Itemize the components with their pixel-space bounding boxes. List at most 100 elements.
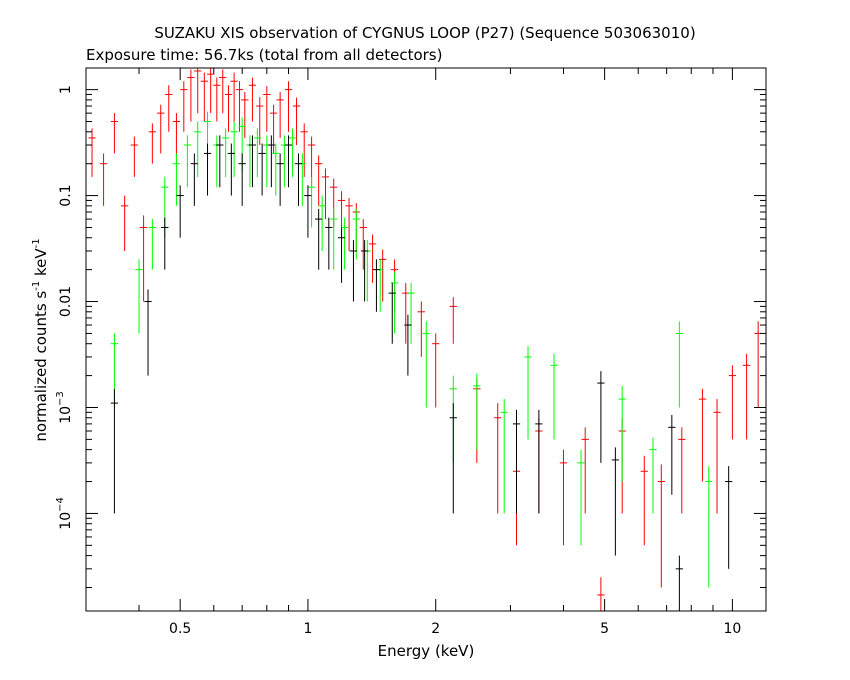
- y-tick-label: 1: [58, 85, 74, 94]
- data-point: [325, 217, 333, 270]
- y-tick-base: 10: [58, 512, 74, 530]
- data-point: [597, 577, 605, 611]
- data-point: [649, 437, 657, 514]
- data-point: [194, 121, 202, 177]
- data-point: [248, 135, 257, 188]
- x-tick-label: 2: [431, 621, 440, 637]
- data-point: [675, 321, 684, 408]
- data-point: [618, 385, 626, 482]
- data-point: [194, 68, 202, 114]
- data-point: [300, 123, 308, 177]
- data-point: [216, 135, 224, 188]
- y-tick-label: 0.01: [58, 286, 74, 317]
- data-point: [227, 143, 235, 196]
- y-tick-label: 10−4: [55, 497, 74, 530]
- data-point: [597, 371, 605, 463]
- y-tick-base: 10: [58, 406, 74, 424]
- data-point: [294, 153, 303, 206]
- data-point: [253, 128, 261, 177]
- data-point: [256, 97, 264, 146]
- data-point: [422, 321, 430, 408]
- x-tick-label: 0.5: [169, 621, 191, 637]
- data-point: [345, 197, 353, 251]
- data-point: [524, 346, 532, 440]
- data-point: [200, 72, 208, 122]
- data-point: [172, 153, 181, 206]
- data-point: [292, 97, 301, 146]
- data-point: [359, 219, 367, 270]
- y-axis-label-sup1: -1: [31, 281, 42, 291]
- data-point: [267, 135, 276, 188]
- data-point: [241, 91, 249, 138]
- data-point: [349, 240, 358, 302]
- y-axis-label-sup2: -1: [31, 238, 42, 248]
- data-point: [500, 399, 508, 514]
- data-point: [235, 81, 244, 132]
- data-point: [165, 85, 173, 132]
- data-point: [238, 153, 246, 206]
- data-point: [705, 466, 713, 588]
- data-point: [258, 143, 266, 196]
- data-point: [176, 185, 184, 238]
- y-tick-base: 0.01: [58, 286, 74, 317]
- data-point: [577, 449, 585, 546]
- data-point: [330, 208, 338, 270]
- data-point: [678, 427, 686, 514]
- data-point: [388, 282, 396, 344]
- data-point: [754, 321, 762, 408]
- y-tick-label: 10−3: [55, 391, 74, 424]
- x-tick-label: 10: [723, 621, 741, 637]
- data-point: [360, 240, 369, 302]
- data-point: [110, 113, 119, 154]
- data-point: [432, 333, 440, 408]
- data-point: [161, 217, 169, 270]
- data-point: [224, 85, 233, 132]
- data-point: [187, 69, 195, 122]
- y-axis-label-mid: keV: [32, 248, 50, 281]
- data-point: [698, 388, 707, 482]
- series-1: [110, 111, 713, 588]
- data-point: [110, 388, 119, 514]
- data-point: [368, 234, 377, 283]
- data-point: [230, 121, 238, 177]
- data-point: [337, 227, 346, 283]
- data-point: [535, 409, 543, 514]
- data-point: [449, 403, 457, 514]
- data-point: [121, 195, 129, 251]
- data-point: [713, 399, 721, 514]
- data-point: [276, 91, 284, 138]
- y-axis-label: normalized counts s-1 keV-1: [31, 238, 50, 441]
- data-point: [307, 176, 316, 228]
- data-point: [304, 185, 312, 238]
- y-tick-base: 0.1: [58, 184, 74, 206]
- data-point: [417, 301, 425, 357]
- data-point: [219, 69, 227, 114]
- data-point: [130, 136, 139, 177]
- series-0: [88, 68, 762, 611]
- data-point: [288, 128, 297, 177]
- data-point: [183, 135, 192, 188]
- data-point: [99, 153, 108, 206]
- data-point: [148, 219, 157, 270]
- data-point: [180, 81, 188, 132]
- data-point: [407, 282, 415, 344]
- chart-subtitle: Exposure time: 56.7ks (total from all de…: [86, 46, 442, 64]
- x-tick-label: 5: [600, 621, 609, 637]
- y-tick-base: 1: [58, 85, 74, 94]
- y-tick-label: 0.1: [58, 184, 74, 206]
- data-point: [190, 153, 199, 206]
- data-point: [340, 217, 349, 270]
- data-point: [157, 104, 165, 154]
- data-point: [276, 153, 284, 206]
- data-point: [675, 555, 684, 611]
- data-point: [315, 208, 323, 270]
- data-point: [248, 77, 257, 122]
- data-point: [280, 135, 289, 188]
- data-point: [284, 135, 293, 188]
- data-point: [315, 155, 323, 206]
- y-tick-exponent: −3: [55, 391, 66, 406]
- data-point: [725, 466, 733, 569]
- data-point: [263, 86, 271, 132]
- data-point: [494, 403, 502, 514]
- plot-frame: [85, 67, 767, 612]
